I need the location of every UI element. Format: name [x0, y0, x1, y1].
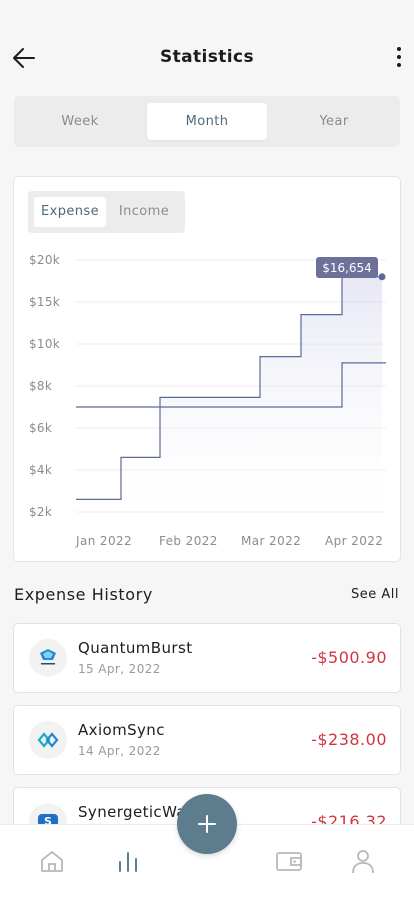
- svg-text:S: S: [44, 815, 52, 828]
- expense-end-point: [378, 273, 386, 281]
- x-tick-label: Feb 2022: [159, 534, 218, 548]
- transaction-date: 14 Apr, 2022: [78, 744, 161, 758]
- add-transaction-button[interactable]: [177, 794, 237, 854]
- period-tabs: Week Month Year: [14, 96, 400, 147]
- profile-icon[interactable]: [349, 847, 377, 875]
- y-tick-label: $15k: [29, 295, 60, 309]
- y-tick-label: $6k: [29, 421, 52, 435]
- app-header: Statistics: [0, 0, 414, 100]
- transaction-row[interactable]: AxiomSync 14 Apr, 2022 -$238.00: [13, 705, 401, 775]
- y-tick-label: $4k: [29, 463, 52, 477]
- value-tooltip-label: $16,654: [322, 261, 372, 275]
- x-tick-label: Mar 2022: [241, 534, 301, 548]
- home-icon[interactable]: [38, 847, 66, 875]
- x-tick-label: Apr 2022: [325, 534, 383, 548]
- wallet-icon[interactable]: [275, 847, 303, 875]
- comparison-series-line: [76, 362, 386, 408]
- expense-series-line: [76, 276, 382, 500]
- x-tick-label: Jan 2022: [75, 534, 132, 548]
- expense-chart: $20k $15k $10k $8k $6k $4k $2k Jan 2022 Feb 2022…: [29, 253, 386, 548]
- tab-week[interactable]: Week: [61, 114, 99, 129]
- transaction-row[interactable]: QuantumBurst 15 Apr, 2022 -$500.90: [13, 623, 401, 693]
- transaction-amount: -$500.90: [311, 648, 387, 667]
- see-all-link[interactable]: See All: [351, 587, 399, 602]
- value-tooltip: [316, 257, 378, 278]
- toggle-expense[interactable]: Expense: [34, 197, 106, 227]
- transaction-amount: -$238.00: [311, 730, 387, 749]
- arrow-left-icon[interactable]: [10, 44, 38, 72]
- transaction-name: QuantumBurst: [78, 639, 193, 657]
- tab-year[interactable]: Year: [319, 114, 349, 129]
- page-title: Statistics: [159, 47, 255, 67]
- expense-income-toggle: Expense Income: [28, 191, 185, 233]
- axiomsync-logo-icon: [29, 721, 67, 759]
- plus-icon: [198, 815, 216, 833]
- toggle-income[interactable]: Income: [118, 204, 170, 219]
- more-vertical-icon[interactable]: [392, 43, 406, 73]
- bar-chart-icon[interactable]: [114, 847, 142, 875]
- transaction-name: SynergeticWa: [78, 803, 186, 821]
- transaction-date: 15 Apr, 2022: [78, 662, 161, 676]
- y-tick-label: $2k: [29, 505, 52, 519]
- quantumburst-logo-icon: [29, 639, 67, 677]
- expense-history-title: Expense History: [14, 585, 153, 604]
- transaction-name: AxiomSync: [78, 721, 165, 739]
- y-tick-label: $20k: [29, 253, 60, 267]
- tab-month[interactable]: Month: [147, 103, 267, 140]
- y-tick-label: $8k: [29, 379, 52, 393]
- y-tick-label: $10k: [29, 337, 60, 351]
- statistics-chart-card: $20k $15k $10k $8k $6k $4k $2k Jan 2022 Feb 2022…: [13, 176, 401, 562]
- expense-area: [76, 276, 382, 526]
